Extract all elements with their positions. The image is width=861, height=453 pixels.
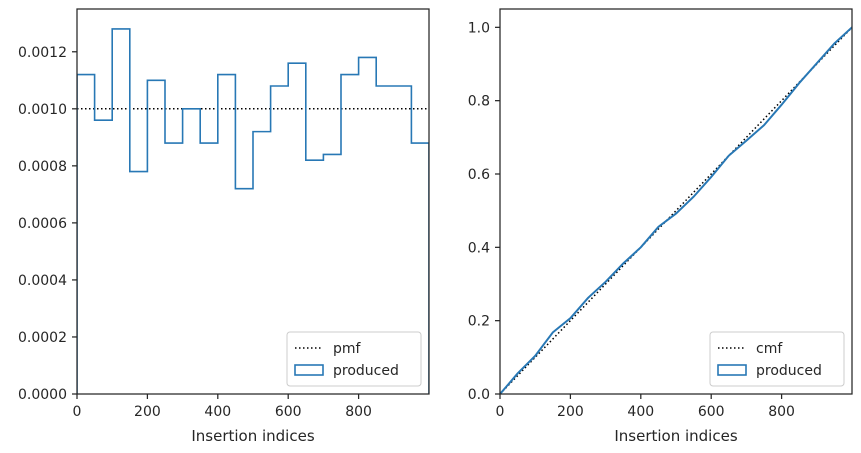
legend-box bbox=[286, 331, 422, 387]
x-tick-label: 0 bbox=[496, 404, 505, 420]
legend-label-cmf: cmf bbox=[756, 341, 783, 357]
axes-frame bbox=[76, 8, 430, 395]
x-axis-label: Insertion indices bbox=[191, 427, 314, 445]
legend-label-produced: produced bbox=[333, 363, 399, 379]
series-cmf-line bbox=[500, 26, 852, 394]
chart-panel-1: 0 200 400 600 800 0.0000 0.0002 0.0004 0.0006 0.0… bbox=[18, 8, 430, 445]
y-tick-label: 0.0 bbox=[468, 387, 490, 403]
legend: pmf produced bbox=[286, 331, 422, 387]
x-tick-label: 800 bbox=[768, 404, 795, 420]
legend-box bbox=[709, 331, 845, 387]
y-tick-label: 0.0010 bbox=[18, 102, 67, 118]
x-tick-label: 400 bbox=[627, 404, 654, 420]
x-tick-label: 600 bbox=[275, 404, 302, 420]
plot-area bbox=[500, 26, 852, 394]
x-tick-label: 200 bbox=[134, 404, 161, 420]
series-produced-step bbox=[77, 28, 429, 394]
x-axis-label: Insertion indices bbox=[614, 427, 737, 445]
y-tick-label: 0.0008 bbox=[18, 159, 67, 175]
y-tick-label: 0.8 bbox=[468, 94, 490, 110]
y-tick-label: 0.0006 bbox=[18, 216, 67, 232]
y-tick-label: 0.4 bbox=[468, 240, 490, 256]
plot-area bbox=[77, 28, 429, 394]
legend-swatch-produced bbox=[717, 364, 747, 376]
axes-frame bbox=[499, 8, 853, 395]
series-produced-line bbox=[500, 26, 852, 394]
legend-label-pmf: pmf bbox=[333, 341, 362, 357]
y-tick-label: 0.6 bbox=[468, 167, 490, 183]
legend: cmf produced bbox=[709, 331, 845, 387]
x-tick-label: 400 bbox=[204, 404, 231, 420]
legend-swatch-produced bbox=[294, 364, 324, 376]
y-tick-label: 0.2 bbox=[468, 314, 490, 330]
y-tick-label: 0.0000 bbox=[18, 387, 67, 403]
legend-label-produced: produced bbox=[756, 363, 822, 379]
x-tick-label: 600 bbox=[698, 404, 725, 420]
chart-panel-2: 0 200 400 600 800 0.0 0.2 0.4 0.6 0.8 1.0 Insertion… bbox=[468, 8, 853, 445]
x-tick-label: 800 bbox=[345, 404, 372, 420]
x-tick-label: 200 bbox=[557, 404, 584, 420]
x-tick-label: 0 bbox=[73, 404, 82, 420]
y-tick-label: 0.0002 bbox=[18, 330, 67, 346]
y-tick-label: 0.0012 bbox=[18, 45, 67, 61]
y-tick-label: 1.0 bbox=[468, 20, 490, 36]
y-tick-label: 0.0004 bbox=[18, 273, 67, 289]
